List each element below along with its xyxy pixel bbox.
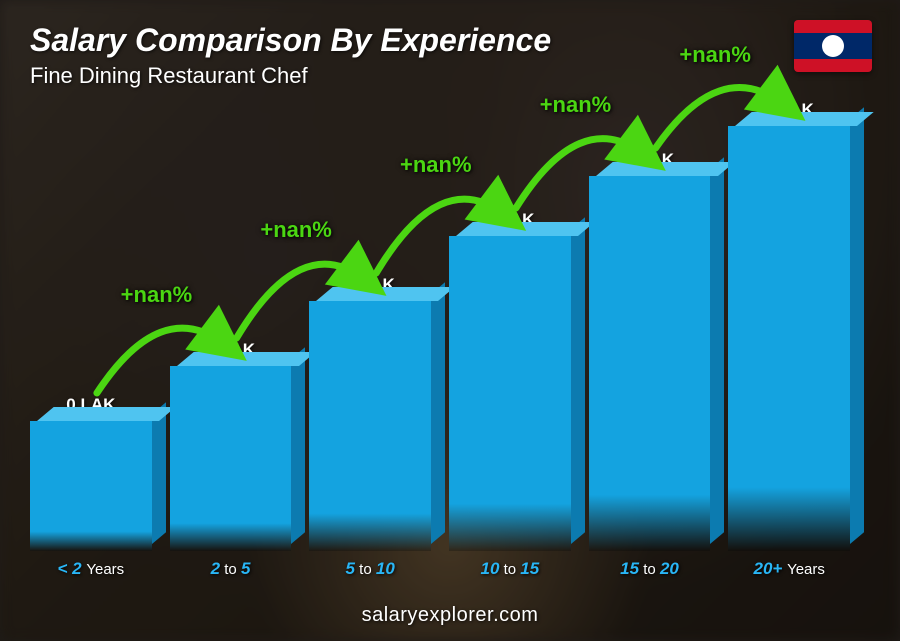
bar-top-face xyxy=(596,162,734,176)
bar-front-face xyxy=(170,366,292,551)
bar-right-face xyxy=(431,282,445,544)
delta-label-3: +nan% xyxy=(400,152,472,178)
country-flag-laos xyxy=(794,20,872,72)
bar-right-face xyxy=(152,402,166,544)
delta-label-2: +nan% xyxy=(260,217,332,243)
bar-top-face xyxy=(37,407,175,421)
content-area: Salary Comparison By Experience Fine Din… xyxy=(0,0,900,641)
x-label-4: 15 to 20 xyxy=(589,559,711,579)
bar-5: 0 LAK xyxy=(728,100,850,551)
bar-shape xyxy=(589,176,711,551)
delta-label-1: +nan% xyxy=(121,282,193,308)
bar-front-face xyxy=(589,176,711,551)
bar-shape xyxy=(170,366,292,551)
bar-right-face xyxy=(850,107,864,544)
bar-front-face xyxy=(728,126,850,551)
bar-shape xyxy=(30,421,152,551)
delta-label-4: +nan% xyxy=(540,92,612,118)
bar-shape xyxy=(309,301,431,551)
bar-0: 0 LAK xyxy=(30,395,152,551)
x-label-5: 20+ Years xyxy=(728,559,850,579)
flag-stripe-mid xyxy=(794,33,872,59)
bar-front-face xyxy=(30,421,152,551)
bar-front-face xyxy=(449,236,571,551)
flag-stripe-top xyxy=(794,20,872,33)
bar-top-face xyxy=(316,287,454,301)
bar-shape xyxy=(728,126,850,551)
bar-4: 0 LAK xyxy=(589,150,711,551)
bar-top-face xyxy=(456,222,594,236)
bar-front-face xyxy=(309,301,431,551)
chart-area: 0 LAK0 LAK0 LAK0 LAK0 LAK0 LAK < 2 Years… xyxy=(30,100,850,579)
x-label-2: 5 to 10 xyxy=(309,559,431,579)
flag-disc xyxy=(822,35,844,57)
footer-attribution: salaryexplorer.com xyxy=(0,604,900,627)
bar-shape xyxy=(449,236,571,551)
flag-stripe-bot xyxy=(794,59,872,72)
bar-top-face xyxy=(735,112,873,126)
bar-right-face xyxy=(571,217,585,544)
x-label-0: < 2 Years xyxy=(30,559,152,579)
x-label-1: 2 to 5 xyxy=(170,559,292,579)
bar-right-face xyxy=(710,157,724,544)
bar-2: 0 LAK xyxy=(309,275,431,551)
bar-top-face xyxy=(177,352,315,366)
bar-3: 0 LAK xyxy=(449,210,571,551)
delta-label-5: +nan% xyxy=(679,42,751,68)
bar-1: 0 LAK xyxy=(170,340,292,551)
bar-right-face xyxy=(291,347,305,544)
x-axis-labels: < 2 Years 2 to 5 5 to 10 10 to 15 15 to 20 20… xyxy=(30,559,850,579)
x-label-3: 10 to 15 xyxy=(449,559,571,579)
